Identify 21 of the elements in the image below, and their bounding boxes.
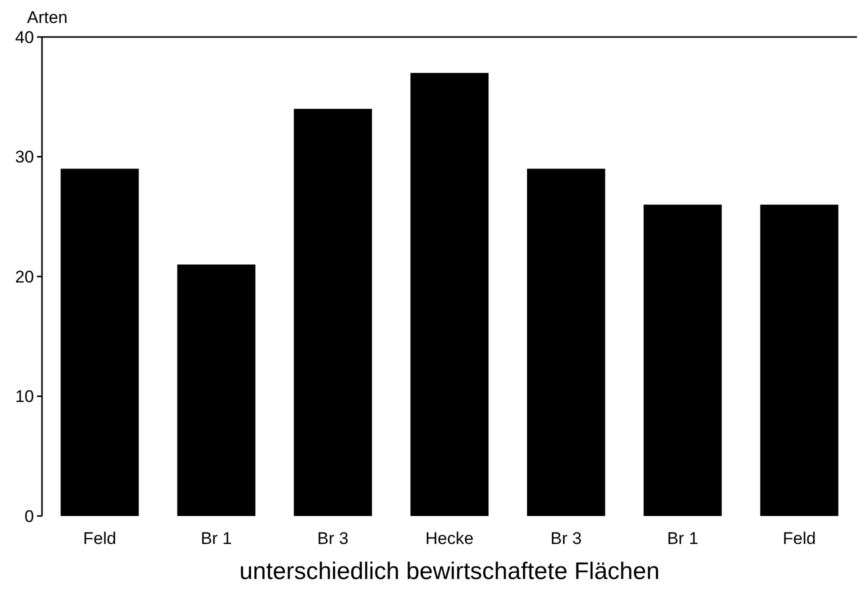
y-tick-label: 40 <box>15 28 34 47</box>
x-tick-label: Br 1 <box>667 529 698 548</box>
y-tick-label: 20 <box>15 267 34 286</box>
bar <box>177 264 256 516</box>
x-tick-label: Feld <box>782 529 816 548</box>
bar <box>410 72 489 516</box>
y-tick-label: 10 <box>15 387 34 406</box>
y-axis-title: Arten <box>27 8 68 27</box>
x-tick-label: Br 3 <box>317 529 348 548</box>
x-tick-label: Feld <box>83 529 116 548</box>
bar <box>644 204 722 516</box>
x-tick-label: Hecke <box>425 529 474 548</box>
x-tick-label: Br 3 <box>550 529 582 548</box>
x-tick-label: Br 1 <box>200 529 232 548</box>
y-tick-label: 0 <box>24 506 34 526</box>
bar <box>760 204 838 516</box>
bar <box>527 168 606 516</box>
y-tick-label: 30 <box>15 148 34 167</box>
bar <box>294 108 372 516</box>
bar <box>60 168 139 516</box>
x-axis-title: unterschiedlich bewirtschaftete Flächen <box>239 558 660 585</box>
